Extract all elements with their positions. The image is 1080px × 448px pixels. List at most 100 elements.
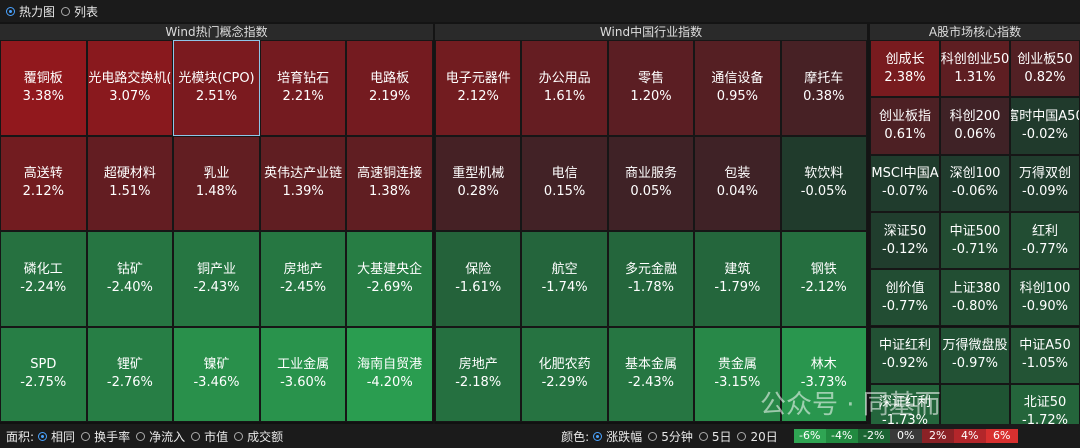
cell-change[interactable]: -2.43%: [627, 375, 674, 391]
heatmap-cell[interactable]: 铜产业 -2.43%: [173, 231, 260, 327]
cell-name[interactable]: 航空: [551, 261, 578, 277]
heatmap-cell[interactable]: 镍矿 -3.46%: [173, 326, 260, 422]
heatmap-cell[interactable]: 包装 0.04%: [694, 135, 781, 231]
cell-name[interactable]: 办公用品: [538, 70, 591, 86]
option-label[interactable]: 5分钟: [661, 429, 693, 444]
cell-change[interactable]: -0.06%: [952, 184, 998, 200]
heatmap-cell[interactable]: 光模块(CPO) 2.51%: [173, 40, 260, 136]
heatmap-cell[interactable]: 深证50 -0.12%: [870, 211, 940, 270]
cell-name[interactable]: 创成长: [885, 51, 925, 67]
heatmap-cell[interactable]: 钴矿 -2.40%: [86, 231, 174, 327]
cell-name[interactable]: 创价值: [885, 280, 925, 296]
cell-name[interactable]: 万得微盘股: [942, 338, 1008, 354]
cell-name[interactable]: 重型机械: [452, 166, 505, 182]
cell-change[interactable]: 1.31%: [954, 69, 996, 85]
cell-change[interactable]: 3.38%: [22, 88, 64, 104]
cell-change[interactable]: -2.75%: [20, 375, 67, 391]
heatmap-cell[interactable]: 商业服务 0.05%: [607, 135, 695, 231]
cell-name[interactable]: 大基建央企: [357, 261, 423, 277]
radio-option[interactable]: 市值: [191, 428, 228, 445]
heatmap-cell[interactable]: 高速铜连接 1.38%: [346, 135, 433, 231]
heatmap-cell[interactable]: 多元金融 -1.78%: [607, 231, 695, 327]
heatmap-cell[interactable]: 办公用品 1.61%: [521, 40, 608, 136]
cell-change[interactable]: 0.61%: [884, 126, 926, 142]
cell-name[interactable]: 电信: [551, 166, 578, 182]
heatmap-cell[interactable]: 深创100 -0.06%: [940, 154, 1010, 212]
cell-change[interactable]: -3.60%: [280, 375, 327, 391]
heatmap-cell[interactable]: 创成长 2.38%: [870, 40, 940, 98]
heatmap-cell[interactable]: 科创100 -0.90%: [1010, 269, 1080, 327]
heatmap-cell[interactable]: 创价值 -0.77%: [870, 269, 940, 327]
cell-name[interactable]: 培育钻石: [277, 70, 330, 86]
cell-name[interactable]: 高送转: [23, 166, 63, 182]
cell-change[interactable]: 1.38%: [369, 184, 411, 200]
heatmap-cell[interactable]: 中证A50 -1.05%: [1010, 326, 1080, 384]
cell-name[interactable]: 钴矿: [116, 261, 143, 277]
cell-change[interactable]: -3.15%: [714, 375, 761, 391]
heatmap-cell[interactable]: 创业板指 0.61%: [870, 97, 940, 155]
radio-option[interactable]: 20日: [737, 428, 778, 445]
cell-name[interactable]: 创业板50: [1017, 51, 1073, 67]
cell-change[interactable]: 2.12%: [22, 184, 64, 200]
heatmap-cell[interactable]: 电路板 2.19%: [346, 40, 433, 136]
radio-button[interactable]: [191, 431, 201, 441]
cell-change[interactable]: 1.48%: [195, 184, 238, 200]
cell-name[interactable]: 光模块(CPO): [178, 70, 255, 86]
cell-change[interactable]: -2.43%: [193, 279, 240, 295]
cell-name[interactable]: SPD: [30, 357, 57, 373]
option-label[interactable]: 市值: [204, 429, 229, 444]
cell-name[interactable]: 深证红利: [878, 395, 931, 411]
cell-name[interactable]: 锂矿: [116, 357, 143, 373]
heatmap-cell[interactable]: 电子元器件 2.12%: [435, 40, 522, 136]
heatmap-cell[interactable]: 中证500 -0.71%: [940, 211, 1010, 270]
cell-name[interactable]: 贵金属: [717, 357, 757, 373]
heatmap-cell[interactable]: 科创200 0.06%: [940, 97, 1010, 155]
cell-change[interactable]: 0.38%: [803, 88, 845, 104]
cell-name[interactable]: 商业服务: [624, 166, 677, 182]
cell-change[interactable]: -0.90%: [1022, 298, 1068, 314]
cell-change[interactable]: -1.79%: [714, 279, 761, 295]
cell-name[interactable]: 镍矿: [203, 357, 230, 373]
heatmap-cell[interactable]: 软饮料 -0.05%: [780, 135, 867, 231]
cell-name[interactable]: 科创200: [949, 108, 1001, 124]
cell-change[interactable]: 2.12%: [457, 88, 499, 104]
option-label[interactable]: 列表: [74, 4, 99, 19]
cell-name[interactable]: 通信设备: [711, 70, 764, 86]
heatmap-cell[interactable]: 深证红利 -1.73%: [870, 383, 940, 424]
radio-option[interactable]: 涨跌幅: [593, 428, 642, 445]
heatmap-cell[interactable]: 高送转 2.12%: [0, 135, 87, 231]
cell-change[interactable]: -2.40%: [106, 279, 153, 295]
cell-change[interactable]: -2.45%: [280, 279, 327, 295]
option-label[interactable]: 净流入: [149, 429, 186, 444]
heatmap-cell[interactable]: 房地产 -2.45%: [259, 231, 347, 327]
cell-name[interactable]: 房地产: [458, 357, 498, 373]
cell-name[interactable]: 林木: [810, 357, 837, 373]
cell-name[interactable]: 磷化工: [23, 261, 63, 277]
cell-name[interactable]: 建筑: [724, 261, 751, 277]
option-label[interactable]: 相同: [51, 429, 76, 444]
heatmap-cell[interactable]: 基本金属 -2.43%: [607, 326, 695, 422]
heatmap-cell[interactable]: 万得双创 -0.09%: [1010, 154, 1080, 212]
cell-change[interactable]: 2.19%: [369, 88, 411, 104]
heatmap-cell[interactable]: 富时中国A50 -0.02%: [1010, 97, 1080, 155]
cell-change[interactable]: 0.82%: [1024, 69, 1066, 85]
heatmap-cell[interactable]: 万得微盘股 -0.97%: [940, 326, 1010, 384]
cell-change[interactable]: -0.80%: [952, 298, 998, 314]
radio-option[interactable]: 5分钟: [648, 428, 693, 445]
cell-name[interactable]: 中证红利: [878, 338, 931, 354]
radio-button[interactable]: [593, 431, 603, 441]
heatmap-cell[interactable]: 化肥农药 -2.29%: [521, 326, 608, 422]
cell-change[interactable]: -2.24%: [20, 279, 67, 295]
heatmap-cell[interactable]: 贵金属 -3.15%: [694, 326, 781, 422]
cell-change[interactable]: 2.51%: [195, 88, 238, 104]
cell-name[interactable]: 富时中国A50: [1010, 108, 1080, 124]
cell-name[interactable]: 科创创业50: [940, 51, 1010, 67]
cell-name[interactable]: 零售: [637, 70, 664, 86]
cell-change[interactable]: -0.07%: [882, 184, 928, 200]
option-label[interactable]: 换手率: [94, 429, 131, 444]
cell-name[interactable]: 中证A50: [1019, 338, 1071, 354]
cell-change[interactable]: -1.74%: [541, 279, 588, 295]
heatmap-cell[interactable]: 北证50 -1.72%: [1010, 383, 1080, 424]
heatmap-cell[interactable]: 重型机械 0.28%: [435, 135, 522, 231]
cell-name[interactable]: 中证500: [949, 223, 1001, 239]
